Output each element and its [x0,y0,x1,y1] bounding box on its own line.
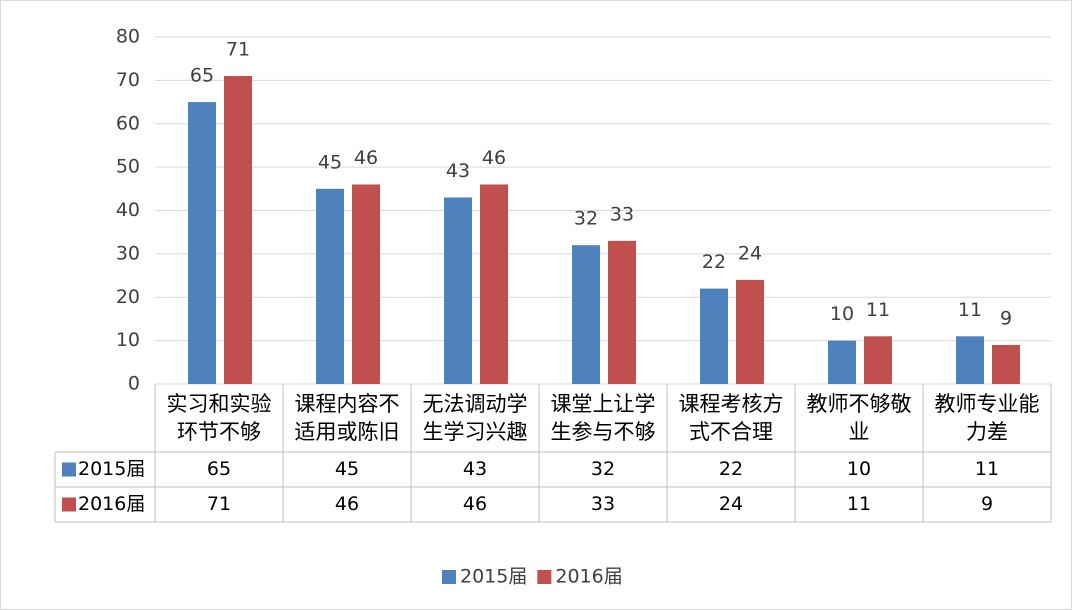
bar [444,197,472,384]
legend-label: 2015届 [460,566,527,588]
bar [956,336,984,384]
table-cell: 11 [975,458,999,480]
data-label: 71 [226,39,250,61]
data-label: 46 [354,147,378,169]
data-label: 24 [738,242,762,264]
table-row-header: 2016届 [78,493,145,515]
bar [480,184,508,384]
bar [700,288,728,384]
table-cell: 65 [207,458,231,480]
table-row-header: 2015届 [78,458,145,480]
y-tick-label: 60 [116,112,140,134]
x-tick-label: 教师专业能力差 [934,392,1040,444]
y-tick-label: 0 [128,373,140,395]
y-tick-label: 40 [116,199,140,221]
data-label: 33 [610,203,634,225]
data-label: 22 [702,251,726,273]
table-cell: 9 [981,493,993,515]
x-tick-label: 教师不够敬业 [806,392,912,444]
y-tick-label: 50 [116,156,140,178]
data-label: 11 [958,299,982,321]
bar [828,340,856,384]
y-tick-label: 30 [116,242,140,264]
table-cell: 43 [463,458,487,480]
table-cell: 46 [463,493,487,515]
table-cell: 32 [591,458,615,480]
table-legend-key [62,462,76,477]
table-cell: 45 [335,458,359,480]
data-label: 43 [446,160,470,182]
table-cell: 22 [719,458,743,480]
bar [352,184,380,384]
table-cell: 46 [335,493,359,515]
table-cell: 24 [719,493,743,515]
data-label: 10 [830,303,854,325]
table-cell: 33 [591,493,615,515]
y-tick-label: 80 [116,26,140,48]
bar [736,279,764,384]
bar [608,240,636,384]
table-cell: 10 [847,458,871,480]
y-tick-label: 10 [116,329,140,351]
data-label: 32 [574,208,598,230]
data-label: 9 [1000,307,1012,329]
table-legend-key [62,497,76,512]
x-tick-label: 课程内容不适用或陈旧 [294,392,400,444]
data-label: 11 [866,299,890,321]
bar [864,336,892,384]
x-tick-label: 课程考核方式不合理 [678,392,784,444]
x-tick-label: 课堂上让学生参与不够 [550,392,656,444]
data-label: 45 [318,151,342,173]
legend-label: 2016届 [555,566,622,588]
bar [572,245,600,384]
data-label: 65 [190,65,214,87]
y-tick-label: 70 [116,69,140,91]
legend-key [442,570,456,584]
data-label: 46 [482,147,506,169]
bar [188,102,216,384]
y-tick-label: 20 [116,286,140,308]
legend-key [537,570,552,584]
x-tick-label: 实习和实验环节不够 [166,392,272,444]
table-cell: 11 [847,493,871,515]
x-tick-label: 无法调动学生学习兴趣 [422,392,528,444]
bar [224,76,252,384]
bar [992,344,1020,384]
bar [316,188,344,384]
table-cell: 71 [207,493,231,515]
